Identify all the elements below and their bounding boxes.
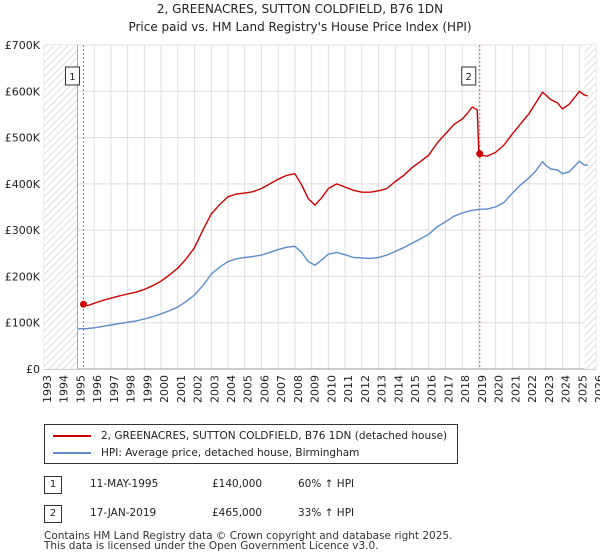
sale-date: 17-JAN-2019 [90,507,157,519]
chart-subtitle: Price paid vs. HM Land Registry's House … [128,20,471,34]
x-tick-label: 2016 [426,375,439,403]
x-tick-label: 2007 [275,375,288,403]
x-tick-label: 2000 [158,375,171,403]
x-tick-label: 2018 [459,375,472,403]
sale-hpi-change: 33% ↑ HPI [298,507,355,519]
sale-price: £140,000 [212,478,263,490]
hpi-line [77,160,588,330]
y-tick-label: £200K [5,270,41,283]
property-price-line [83,90,588,307]
x-tick-label: 2026 [593,375,600,403]
legend-label-hpi: HPI: Average price, detached house, Birm… [101,447,360,459]
sale-hpi-change: 60% ↑ HPI [298,478,355,490]
sale-label: 1 [69,72,75,83]
x-tick-label: 1995 [74,375,87,403]
x-tick-label: 2010 [325,375,338,403]
footer-copyright: Contains HM Land Registry data © Crown c… [44,530,453,542]
x-tick-label: 2015 [409,375,422,403]
x-tick-label: 2014 [392,375,405,403]
legend-item-hpi: HPI: Average price, detached house, Birm… [53,445,359,461]
x-tick-label: 2019 [476,375,489,403]
x-tick-label: 2022 [526,375,539,403]
legend: 2, GREENACRES, SUTTON COLDFIELD, B76 1DN… [44,424,458,464]
price-chart: 2, GREENACRES, SUTTON COLDFIELD, B76 1DN… [5,2,600,403]
sale-number-badge: 1 [44,476,62,494]
y-tick-label: £400K [5,178,41,191]
x-tick-label: 2006 [258,375,271,403]
x-tick-label: 1997 [108,375,121,403]
sale-label: 2 [466,72,472,83]
hatched-region [584,45,596,369]
sale-number-badge: 2 [44,505,62,523]
x-tick-label: 2002 [192,375,205,403]
x-tick-label: 1993 [41,375,54,403]
y-tick-label: £100K [5,317,41,330]
x-tick-label: 2003 [208,375,221,403]
x-tick-label: 1998 [125,375,138,403]
y-tick-label: £700K [5,39,41,52]
x-tick-label: 2013 [376,375,389,403]
footer-licence: This data is licensed under the Open Gov… [44,540,379,552]
sale-label-box [64,66,80,86]
legend-swatch-property [53,435,91,437]
hatched-region [44,45,78,369]
x-tick-label: 2021 [509,375,522,403]
y-tick-label: £300K [5,224,41,237]
legend-item-property: 2, GREENACRES, SUTTON COLDFIELD, B76 1DN… [53,428,447,444]
x-tick-label: 1996 [91,375,104,403]
plot-area [43,44,597,370]
x-tick-label: 2011 [342,375,355,403]
x-tick-label: 2024 [560,375,573,403]
sale-label-box [461,66,477,86]
x-tick-label: 1994 [58,375,71,403]
x-tick-label: 2025 [576,375,589,403]
legend-label-property: 2, GREENACRES, SUTTON COLDFIELD, B76 1DN… [101,430,448,442]
footer: Contains HM Land Registry data © Crown c… [44,530,453,552]
chart-title: 2, GREENACRES, SUTTON COLDFIELD, B76 1DN [157,2,443,16]
x-tick-label: 2008 [292,375,305,403]
x-tick-label: 2004 [225,375,238,403]
y-tick-label: £500K [5,132,41,145]
x-tick-label: 1999 [141,375,154,403]
x-tick-label: 2012 [359,375,372,403]
legend-swatch-hpi [53,452,91,454]
y-tick-label: £600K [5,85,41,98]
y-tick-label: £0 [26,363,40,376]
x-tick-label: 2005 [242,375,255,403]
sale-date: 11-MAY-1995 [90,478,159,490]
x-tick-label: 2023 [543,375,556,403]
x-tick-label: 2009 [309,375,322,403]
sale-point [476,150,484,158]
sale-point [79,300,87,308]
sale-price: £465,000 [212,507,263,519]
x-tick-label: 2001 [175,375,188,403]
x-tick-label: 2017 [442,375,455,403]
x-tick-label: 2020 [493,375,506,403]
